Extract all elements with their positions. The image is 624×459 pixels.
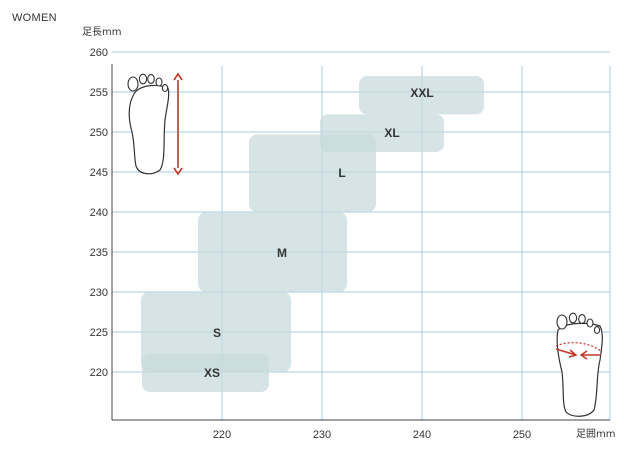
- size-region-l: [249, 134, 376, 212]
- x-tick-230: 230: [313, 429, 331, 441]
- size-region-m: [198, 212, 347, 292]
- x-tick-250: 250: [513, 429, 531, 441]
- chart-title: WOMEN: [12, 12, 57, 24]
- size-region-xl: [320, 114, 444, 152]
- size-label-s: S: [213, 326, 221, 340]
- y-tick-245: 245: [90, 167, 108, 179]
- size-label-xxl: XXL: [410, 86, 433, 100]
- size-label-l: L: [338, 166, 345, 180]
- size-regions: [141, 76, 484, 392]
- size-label-xl: XL: [384, 126, 399, 140]
- x-tick-240: 240: [413, 429, 431, 441]
- y-axis-label: 足長mm: [82, 26, 121, 38]
- size-region-xxl: [359, 76, 484, 115]
- size-labels: XS S M L XL XXL: [204, 86, 434, 380]
- y-tick-250: 250: [90, 127, 108, 139]
- size-region-s: [141, 292, 291, 372]
- x-axis-label: 足囲mm: [576, 428, 615, 440]
- y-tick-255: 255: [90, 87, 108, 99]
- y-tick-260: 260: [90, 47, 108, 59]
- y-tick-225: 225: [90, 327, 108, 339]
- y-tick-230: 230: [90, 287, 108, 299]
- y-tick-240: 240: [90, 207, 108, 219]
- x-tick-220: 220: [213, 429, 231, 441]
- y-tick-235: 235: [90, 247, 108, 259]
- size-label-m: M: [277, 246, 287, 260]
- foot-girth-icon: [555, 312, 603, 417]
- y-tick-labels: 220 225 230 235 240 245 250 255 260: [90, 47, 108, 379]
- size-label-xs: XS: [204, 366, 220, 380]
- axes: [111, 64, 610, 421]
- x-tick-labels: 220 230 240 250: [213, 429, 531, 441]
- foot-length-icon: [127, 72, 183, 176]
- y-tick-220: 220: [90, 367, 108, 379]
